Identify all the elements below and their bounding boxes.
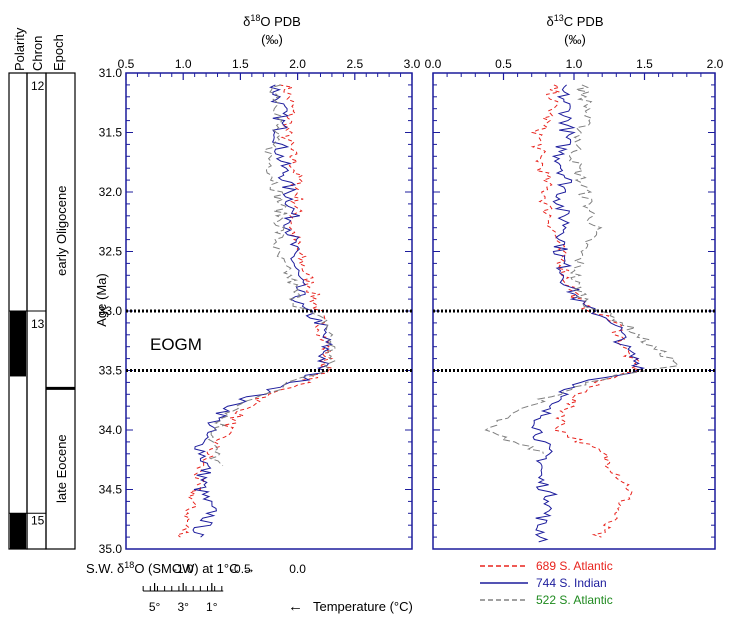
chron-label: 13 (31, 317, 45, 331)
y-tick-label: 33.5 (99, 364, 123, 378)
y-tick-label: 35.0 (99, 542, 123, 556)
y-tick-label: 33.0 (99, 304, 123, 318)
panel1-title: δ18O PDB (243, 13, 301, 29)
header-chron: Chron (30, 36, 45, 71)
x-tick-label: 1.5 (232, 57, 249, 71)
eogm-label: EOGM (150, 335, 202, 354)
y-tick-label: 32.0 (99, 185, 123, 199)
series-line (192, 84, 334, 538)
stratigraphic-column: 12 13 15 early Oligocene late Eocene (8, 72, 76, 550)
y-tick-label: 34.5 (99, 483, 123, 497)
panel2-title: δ13C PDB (547, 13, 604, 29)
x-tick-label: 2.0 (707, 57, 724, 71)
x-tick-label: 1.0 (566, 57, 583, 71)
seawater-tick-label: 0.0 (289, 562, 306, 576)
y-tick-label: 31.0 (99, 66, 123, 80)
legend-label: 744 S. Indian (536, 576, 607, 590)
x-tick-label: 1.5 (636, 57, 653, 71)
x-tick-label: 0.5 (118, 57, 135, 71)
legend: 689 S. Atlantic 744 S. Indian 522 S. Atlan… (480, 559, 613, 607)
seawater-axis-label: S.W. δ18O (SMOW) at 1°C → (86, 560, 255, 576)
seawater-axis: -1.0 -0.5 0.0 (173, 562, 306, 576)
legend-label: 689 S. Atlantic (536, 559, 613, 573)
series-line (484, 84, 680, 454)
epoch-label: early Oligocene (54, 186, 69, 276)
panel-d18o: 0.5 1.0 1.5 2.0 2.5 3.0 31.0 31.5 32.0 32.5 33.0 33… (99, 57, 421, 556)
temperature-arrow: ← (288, 598, 303, 615)
eogm-lines (126, 309, 715, 372)
header-epoch: Epoch (51, 34, 66, 71)
y-axis-label: Age (Ma) (94, 273, 109, 326)
seawater-tick-label: -0.5 (230, 562, 251, 576)
normal-polarity-block (10, 311, 26, 377)
x-tick-label: 1.0 (175, 57, 192, 71)
chron-label: 15 (31, 513, 45, 527)
temperature-tick-label: 5° (149, 600, 161, 614)
series-line (207, 84, 336, 467)
y-tick-label: 31.5 (99, 126, 123, 140)
temperature-axis: 5° 3° 1° (142, 583, 224, 614)
panel1-title-unit: (‰) (261, 32, 283, 47)
x-tick-label: 3.0 (404, 57, 421, 71)
panel-d13c: 0.0 0.5 1.0 1.5 2.0 (425, 57, 724, 550)
temperature-tick-label: 3° (177, 600, 189, 614)
x-tick-label: 2.0 (289, 57, 306, 71)
legend-label: 522 S. Atlantic (536, 593, 613, 607)
normal-polarity-block (10, 513, 26, 549)
y-tick-label: 34.0 (99, 423, 123, 437)
y-tick-label: 32.5 (99, 245, 123, 259)
panel-frame (125, 72, 413, 550)
temperature-label: Temperature (°C) (313, 599, 413, 614)
series-line (530, 84, 643, 538)
header-polarity: Polarity (12, 27, 27, 71)
temperature-tick-label: 1° (206, 600, 218, 614)
series-line (531, 84, 646, 543)
x-tick-label: 2.5 (346, 57, 363, 71)
epoch-label: late Eocene (54, 434, 69, 503)
x-tick-label: 0.0 (425, 57, 442, 71)
chron-label: 12 (31, 79, 45, 93)
panel2-title-unit: (‰) (564, 32, 586, 47)
seawater-tick-label: -1.0 (173, 562, 194, 576)
x-tick-label: 0.5 (495, 57, 512, 71)
